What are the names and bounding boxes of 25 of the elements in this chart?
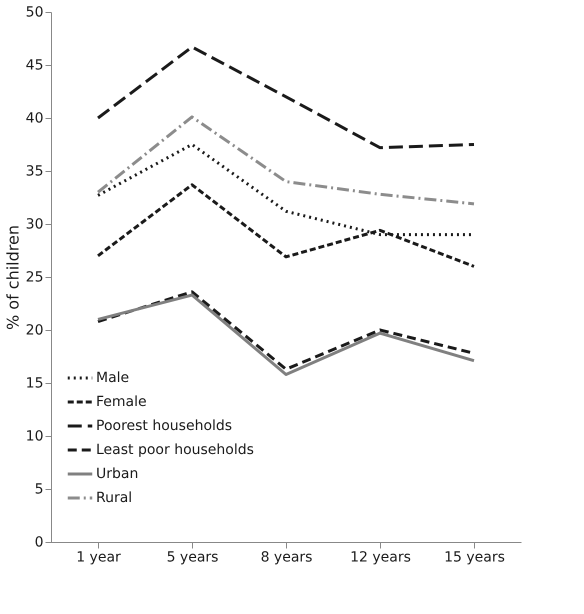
y-axis-title: % of children [4, 225, 23, 330]
y-tick-label: 35 [26, 164, 44, 180]
x-tick-label: 12 years [350, 550, 411, 566]
y-tick-label: 40 [26, 110, 44, 126]
x-tick-label: 15 years [444, 550, 505, 566]
y-tick-label: 0 [34, 534, 44, 550]
y-tick-label: 25 [26, 270, 44, 286]
legend-label: Least poor households [96, 442, 254, 458]
x-tick-label: 5 years [166, 550, 218, 566]
y-tick-label: 20 [26, 322, 44, 338]
x-tick-label: 8 years [260, 550, 312, 566]
y-tick-label: 15 [26, 376, 44, 392]
legend-label: Rural [96, 490, 132, 506]
y-tick-label: 5 [34, 482, 44, 498]
line-series [96, 45, 476, 150]
y-tick-label: 45 [26, 58, 44, 74]
x-tick-label: 1 year [76, 550, 122, 566]
y-tick-label: 50 [26, 4, 44, 20]
y-tick-label: 30 [26, 216, 44, 232]
legend-label: Male [96, 370, 130, 386]
y-tick-label: 10 [26, 428, 44, 444]
legend-label: Female [96, 394, 147, 410]
legend-label: Poorest households [96, 418, 232, 434]
line-series [96, 115, 476, 206]
legend-label: Urban [96, 466, 138, 482]
